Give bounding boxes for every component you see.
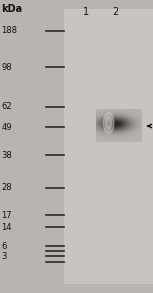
Circle shape — [103, 113, 114, 133]
Text: 49: 49 — [2, 123, 12, 132]
Text: kDa: kDa — [2, 4, 23, 14]
Text: 98: 98 — [2, 63, 12, 72]
Text: 1: 1 — [83, 7, 90, 17]
Text: 28: 28 — [2, 183, 12, 192]
Text: 188: 188 — [2, 26, 18, 35]
Bar — [64, 9, 153, 284]
Text: 3: 3 — [2, 252, 7, 261]
Text: 62: 62 — [2, 103, 12, 111]
Text: 2: 2 — [112, 7, 119, 17]
Text: 38: 38 — [2, 151, 12, 160]
Text: 17: 17 — [2, 211, 12, 220]
Text: 6: 6 — [2, 242, 7, 251]
Circle shape — [106, 117, 112, 129]
Text: 14: 14 — [2, 223, 12, 231]
